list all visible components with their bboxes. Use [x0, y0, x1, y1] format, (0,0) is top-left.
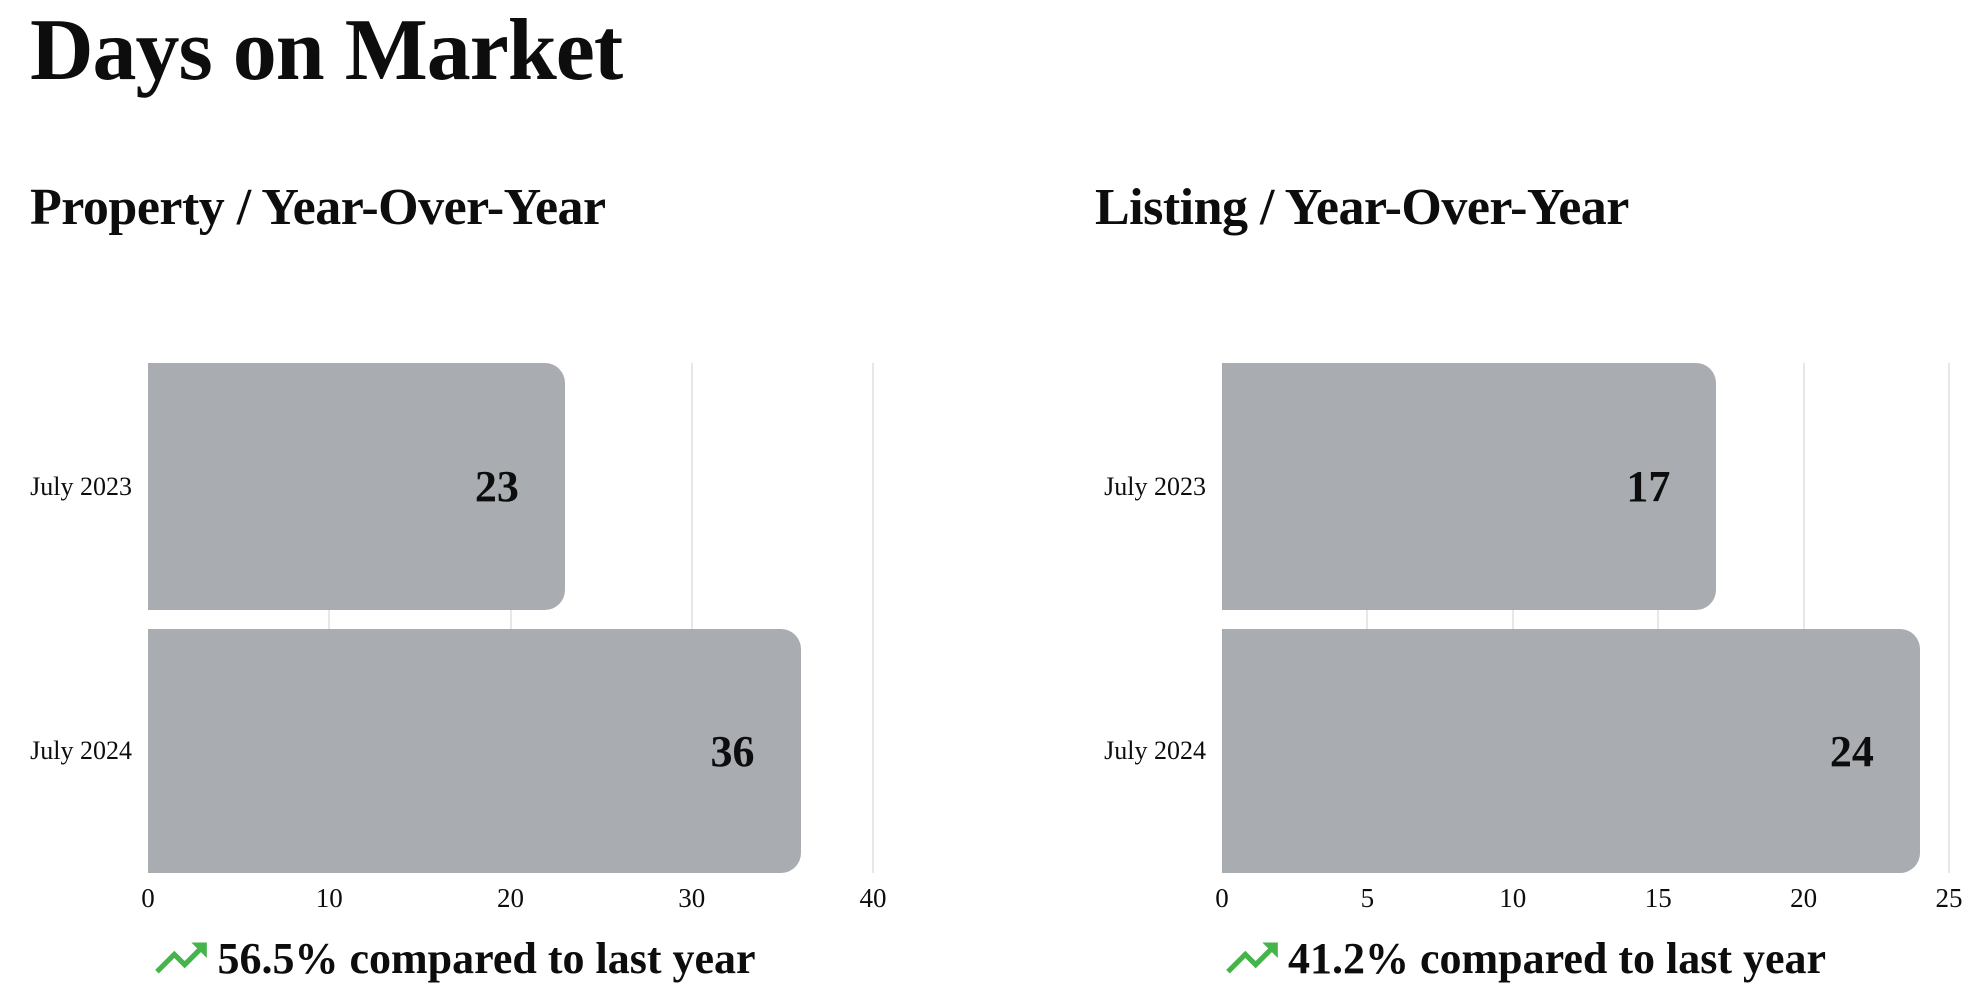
x-axis-tick-label: 10: [1499, 883, 1527, 913]
x-axis: 0 5 10 15 20 25: [1215, 873, 1962, 919]
trending-up-icon: [1226, 942, 1278, 974]
x-axis-tick-label: 0: [1215, 883, 1229, 913]
y-axis-category-labels: July 2023 July 2024: [30, 363, 148, 873]
x-axis-tick-label: 20: [1790, 883, 1818, 913]
x-axis-tick-label: 40: [859, 883, 887, 913]
bar-july-2023: 23: [148, 363, 565, 610]
bar-value-label: 17: [1626, 462, 1671, 511]
x-axis-tick-label: 15: [1644, 883, 1672, 913]
x-axis-tick-label: 30: [678, 883, 706, 913]
gridline: [1366, 363, 1369, 873]
page-title: Days on Market: [30, 2, 623, 99]
chart-area: July 2023 July 2024 17 24 0 5 10 15 20 25: [1095, 363, 1963, 919]
gridline: [872, 363, 874, 873]
trend-text: 56.5% compared to last year: [217, 933, 756, 983]
plot-area: 23 36: [148, 363, 874, 873]
x-axis-tick-label: 25: [1935, 883, 1963, 913]
bar-july-2024: 24: [1222, 629, 1920, 873]
gridline: [690, 363, 693, 873]
gridline: [509, 363, 512, 873]
chart-subtitle-listing: Listing / Year-Over-Year: [1095, 179, 1629, 236]
category-label-july-2023: July 2023: [30, 471, 132, 501]
gridline: [1657, 363, 1660, 873]
category-label-july-2024: July 2024: [30, 736, 132, 765]
x-axis-tick-label: 10: [315, 883, 343, 913]
gridline: [328, 363, 331, 873]
chart-area: July 2023 July 2024 23 36 0 10 20 30 40: [30, 363, 887, 919]
chart-listing-yoy: Listing / Year-Over-Year July 2023 July …: [1095, 178, 1963, 989]
bar-value-label: 24: [1829, 726, 1874, 776]
y-axis-category-labels: July 2023 July 2024: [1095, 363, 1222, 873]
gridline: [1948, 363, 1950, 873]
category-label-july-2023: July 2023: [1104, 471, 1206, 501]
chart-property-yoy: Property / Year-Over-Year July 2023 July…: [30, 178, 887, 989]
trending-up-icon: [155, 942, 208, 974]
gridline: [1511, 363, 1514, 873]
x-axis-tick-label: 20: [497, 883, 524, 913]
chart-subtitle-property: Property / Year-Over-Year: [30, 179, 606, 236]
x-axis: 0 10 20 30 40: [141, 873, 886, 919]
bar-value-label: 23: [474, 462, 519, 511]
x-axis-tick-label: 5: [1360, 883, 1375, 913]
trend-text: 41.2% compared to last year: [1287, 933, 1827, 983]
yoy-trend-note: 41.2% compared to last year: [1095, 927, 1949, 989]
x-axis-tick-label: 0: [141, 883, 155, 913]
plot-area: 17 24: [1222, 363, 1950, 873]
bar-july-2023: 17: [1222, 363, 1717, 610]
bar-july-2024: 36: [148, 629, 801, 873]
yoy-trend-note: 56.5% compared to last year: [30, 927, 873, 989]
gridline: [1802, 363, 1805, 873]
bar-value-label: 36: [710, 726, 755, 776]
category-label-july-2024: July 2024: [1104, 736, 1206, 765]
